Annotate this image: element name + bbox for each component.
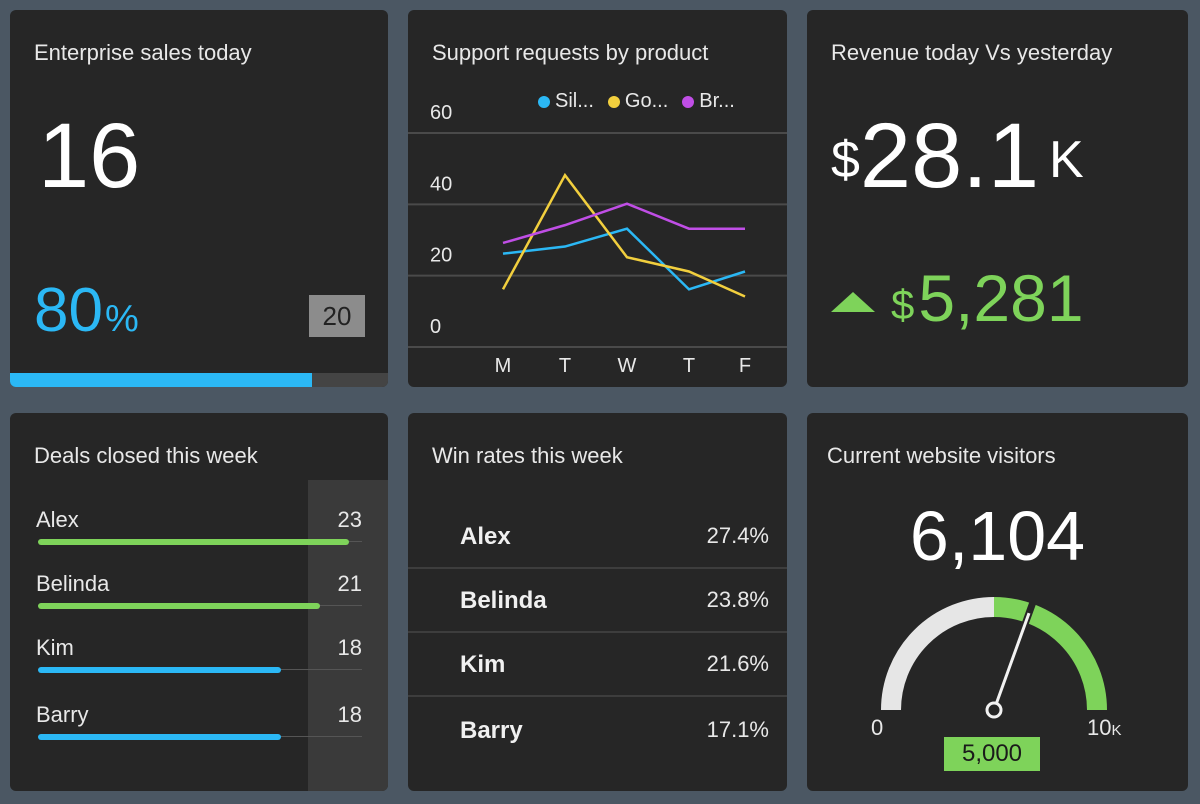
x-tick-label: T — [559, 355, 571, 377]
win-rate-name: Barry — [460, 717, 523, 744]
series-line — [502, 202, 745, 245]
win-rates-title: Win rates this week — [432, 443, 623, 468]
y-tick-label: 0 — [430, 316, 441, 338]
revenue-currency: $ — [831, 131, 860, 189]
revenue-tile[interactable]: Revenue today Vs yesterday $28.1 K $5,281 — [807, 10, 1188, 387]
x-tick-label: M — [495, 355, 512, 377]
support-requests-chart: 60 40 20 0 M T W T F — [408, 102, 787, 377]
legend-dot-icon — [607, 95, 620, 108]
revenue-value: $28.1 K — [831, 110, 1084, 202]
revenue-amount: 28.1 — [859, 105, 1039, 207]
win-rate-row: Barry 17.1% — [408, 697, 787, 761]
revenue-title: Revenue today Vs yesterday — [831, 40, 1113, 65]
revenue-delta-currency: $ — [891, 281, 915, 328]
support-requests-title: Support requests by product — [432, 40, 709, 65]
deal-value: 23 — [337, 507, 362, 532]
deal-bar — [38, 603, 320, 609]
gauge-max-suffix: K — [1111, 722, 1122, 739]
win-rate-value: 23.8% — [706, 587, 769, 612]
gauge-target-badge: 5,000 — [944, 737, 1040, 771]
deal-value: 18 — [337, 702, 362, 727]
win-rate-value: 21.6% — [706, 651, 769, 676]
win-rate-row: Alex 27.4% — [408, 503, 787, 569]
win-rate-value: 27.4% — [706, 523, 769, 548]
x-tick-label: W — [618, 355, 637, 377]
gauge-min-label: 0 — [871, 715, 884, 740]
deal-row: Alex 23 — [36, 507, 362, 547]
enterprise-sales-value: 16 — [38, 105, 141, 207]
support-requests-tile[interactable]: Support requests by product 60 40 20 0 M T W T F… — [408, 10, 787, 387]
enterprise-sales-progress — [10, 373, 388, 387]
legend-label: Br... — [699, 90, 735, 112]
deal-name: Alex — [36, 507, 79, 532]
enterprise-sales-progress-fill — [10, 373, 313, 387]
x-tick-label: F — [739, 355, 751, 377]
legend-dot-icon — [538, 95, 550, 108]
deal-bar — [38, 539, 349, 545]
deals-title: Deals closed this week — [34, 443, 258, 468]
deals-tile[interactable]: Deals closed this week Alex 23 Belinda 2… — [10, 413, 388, 791]
legend-label: Sil... — [555, 90, 594, 112]
gauge-max-label: 10K — [1087, 715, 1122, 741]
visitors-tile[interactable]: Current website visitors 6,104 0 10K 5,0… — [807, 413, 1188, 791]
deal-value: 18 — [337, 635, 362, 660]
series-line — [502, 227, 746, 291]
deal-name: Belinda — [36, 571, 110, 596]
deal-bar — [38, 667, 281, 673]
enterprise-sales-title: Enterprise sales today — [34, 40, 252, 65]
deal-value: 21 — [337, 571, 362, 596]
deal-name: Kim — [36, 635, 74, 660]
deal-row: Kim 18 — [36, 635, 362, 675]
win-rate-row: Belinda 23.8% — [408, 567, 787, 633]
gauge-needle — [992, 612, 1031, 711]
win-rate-row: Kim 21.6% — [408, 631, 787, 697]
percent-value: 80 — [34, 276, 103, 345]
chart-legend: Sil... Go... Br... — [538, 90, 735, 113]
deals-value-column — [308, 480, 388, 791]
deal-bar — [38, 734, 281, 740]
visitors-gauge — [881, 597, 1107, 719]
x-tick-label: T — [683, 355, 695, 377]
enterprise-sales-percent: 80% — [34, 280, 139, 342]
win-rate-name: Alex — [460, 523, 511, 550]
revenue-delta: $5,281 — [831, 265, 1084, 331]
win-rate-value: 17.1% — [706, 717, 769, 742]
up-triangle-icon — [831, 292, 875, 312]
visitors-value: 6,104 — [909, 497, 1086, 575]
gauge-track — [881, 597, 995, 711]
legend-item: Br... — [682, 90, 735, 113]
legend-dot-icon — [682, 95, 695, 108]
y-tick-label: 20 — [430, 245, 452, 267]
win-rates-tile[interactable]: Win rates this week Alex 27.4% Belinda 2… — [408, 413, 787, 791]
legend-item: Sil... — [538, 90, 594, 113]
enterprise-sales-tile[interactable]: Enterprise sales today 16 80% 20 — [10, 10, 388, 387]
revenue-suffix: K — [1048, 131, 1084, 189]
y-tick-label: 40 — [430, 173, 452, 195]
series-line — [501, 172, 746, 298]
gauge-max-value: 10 — [1087, 715, 1112, 740]
win-rate-name: Belinda — [460, 587, 547, 614]
y-tick-label: 60 — [430, 102, 452, 124]
legend-item: Go... — [607, 90, 669, 113]
win-rate-name: Kim — [460, 651, 506, 678]
gauge-fill — [993, 597, 1107, 711]
visitors-title: Current website visitors — [827, 443, 1056, 468]
deal-row: Barry 18 — [36, 702, 362, 742]
deal-name: Barry — [36, 702, 89, 727]
deal-row: Belinda 21 — [36, 571, 362, 611]
legend-label: Go... — [624, 90, 669, 112]
revenue-delta-amount: 5,281 — [918, 261, 1084, 335]
gauge-pivot — [985, 701, 1003, 719]
enterprise-sales-target: 20 — [309, 295, 365, 337]
percent-symbol: % — [104, 298, 139, 340]
